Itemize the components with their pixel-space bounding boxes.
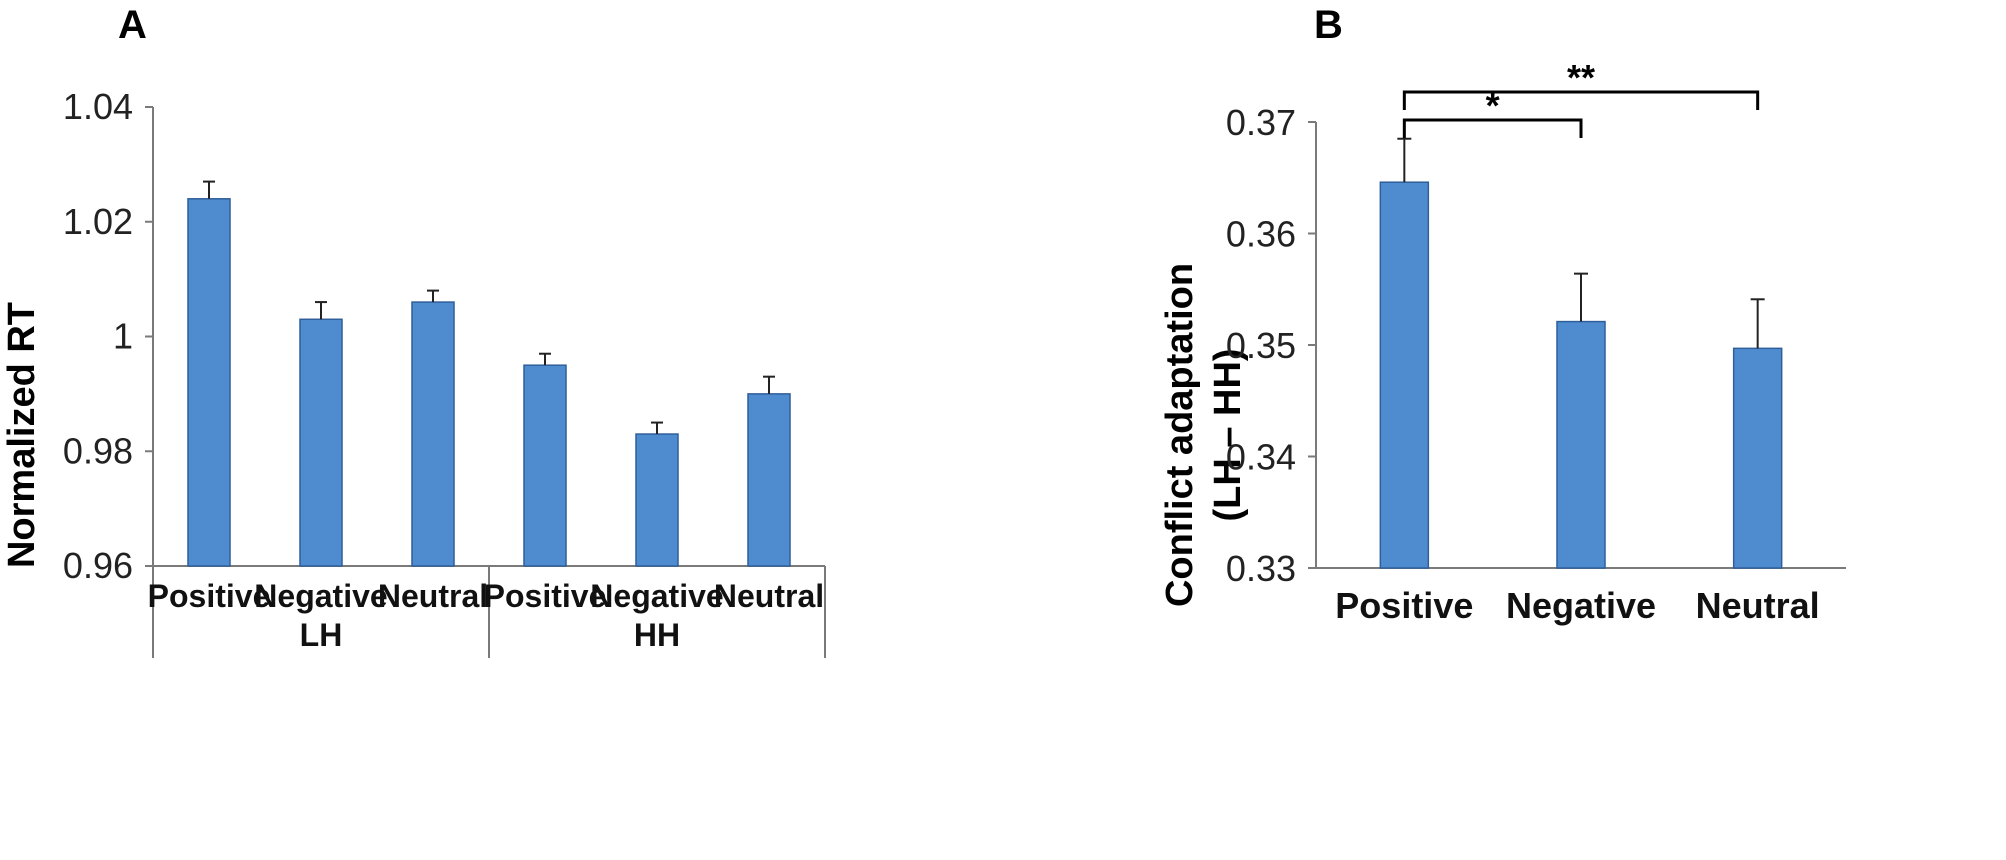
x-group-label-a: HH [634,617,680,653]
significance-bracket [1402,90,1760,110]
x-category-label-b: Negative [1506,585,1656,626]
y-tick-label-a: 0.98 [63,430,133,471]
bar-b-positive [1379,181,1430,569]
significance-label: * [1486,85,1500,126]
x-group-label-a: LH [300,617,343,653]
bar-b-negative [1556,320,1606,569]
y-axis-title-b-line1: Conflict adaptation [1159,263,1201,607]
y-axis-title-b-line2: (LH – HH) [1207,348,1249,521]
y-tick-label-b: 0.34 [1226,437,1296,478]
panel-label-b: B [1314,3,1343,47]
bar-a-lh-positive [187,198,231,567]
y-tick-label-a: 1.04 [63,86,133,127]
x-category-label-a: Positive [148,578,271,614]
panel-label-a: A [118,3,147,47]
y-axis-title-a: Normalized RT [1,302,43,568]
significance-label: ** [1567,57,1595,98]
x-category-label-b: Positive [1335,585,1473,626]
x-category-label-a: Neutral [714,578,824,614]
y-tick-label-b: 0.33 [1226,548,1296,589]
bar-a-hh-positive [523,364,567,567]
y-tick-label-b: 0.36 [1226,214,1296,255]
chart-a: 0.960.9811.021.04PositiveNegativeNeutral… [63,86,826,658]
x-category-label-b: Neutral [1696,585,1820,626]
y-tick-label-a: 0.96 [63,545,133,586]
x-category-label-a: Negative [254,578,387,614]
x-category-label-a: Positive [484,578,607,614]
chart-b: 0.33 0.34 0.35 0.36 0.37 Positive Negative Neut… [1226,57,1846,626]
y-tick-label-b: 0.37 [1226,102,1296,143]
x-category-label-a: Neutral [378,578,488,614]
bar-a-lh-neutral [411,301,455,567]
bar-a-hh-negative [635,433,679,567]
y-tick-label-a: 1 [113,316,133,357]
bar-a-hh-neutral [747,393,791,567]
y-tick-label-a: 1.02 [63,201,133,242]
x-category-label-a: Negative [590,578,723,614]
bar-b-neutral [1732,347,1783,569]
significance-bracket [1402,118,1583,138]
y-tick-label-b: 0.35 [1226,325,1296,366]
bar-a-lh-negative [299,318,343,567]
